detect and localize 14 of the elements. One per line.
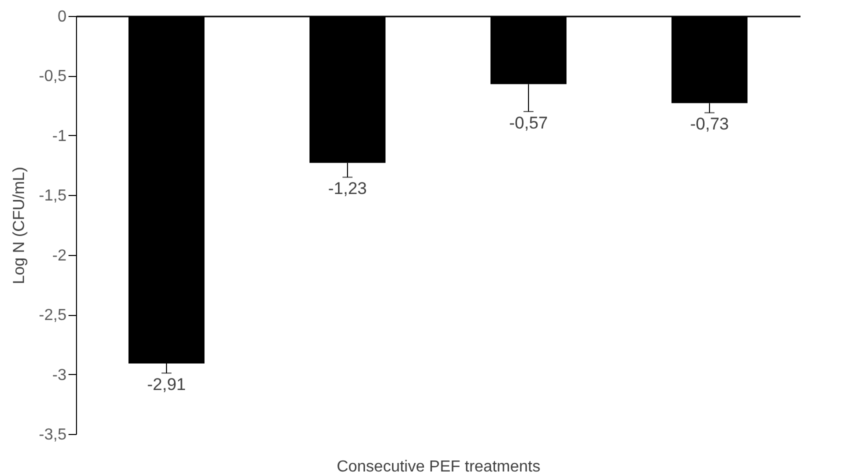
data-label: -0,73 xyxy=(690,114,729,134)
data-label: -1,23 xyxy=(328,179,367,198)
y-tick-label: -1,5 xyxy=(38,188,67,205)
data-label: -2,91 xyxy=(147,375,186,394)
y-tick-label: -1 xyxy=(52,128,67,145)
x-axis-title: Consecutive PEF treatments xyxy=(336,458,540,474)
y-tick-label: -3,5 xyxy=(38,426,67,444)
y-tick-label: 0 xyxy=(58,8,67,26)
y-tick-label: -2,5 xyxy=(38,307,67,324)
y-tick-label: -0,5 xyxy=(38,68,67,86)
y-axis-title: Log N (CFU/mL) xyxy=(10,166,28,284)
y-tick-label: -2 xyxy=(52,247,67,264)
data-label: -0,57 xyxy=(509,114,548,133)
y-tick-label: -3 xyxy=(52,366,67,384)
